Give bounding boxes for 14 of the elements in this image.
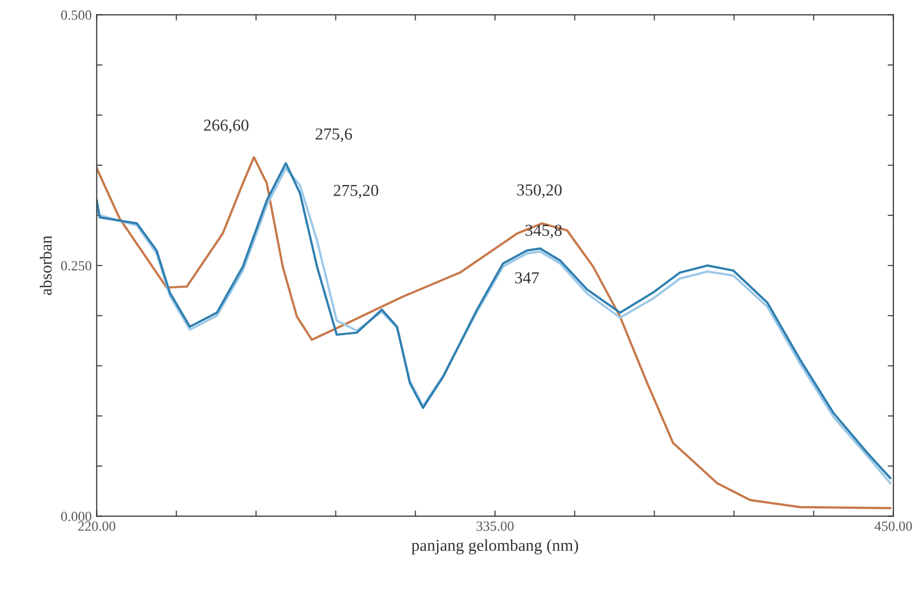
x-tick-label: 335.00 — [476, 521, 514, 531]
y-tick-label: 0.500 — [61, 10, 92, 20]
annotation: 350,20 — [517, 184, 562, 198]
annotation: 275,6 — [316, 128, 352, 142]
x-tick-label: 450.00 — [874, 521, 912, 531]
annotation: 347 — [515, 272, 539, 284]
y-axis-title: absorban — [40, 236, 52, 296]
x-tick-label: 220.00 — [78, 521, 116, 531]
annotation: 275,20 — [334, 184, 378, 198]
annotation: 345,8 — [526, 224, 562, 238]
annotation: 266,60 — [204, 120, 248, 134]
x-axis-title: panjang gelombang (nm) — [412, 539, 578, 554]
y-tick-label: 0.000 — [61, 512, 92, 522]
y-tick-label: 0.250 — [61, 261, 92, 271]
